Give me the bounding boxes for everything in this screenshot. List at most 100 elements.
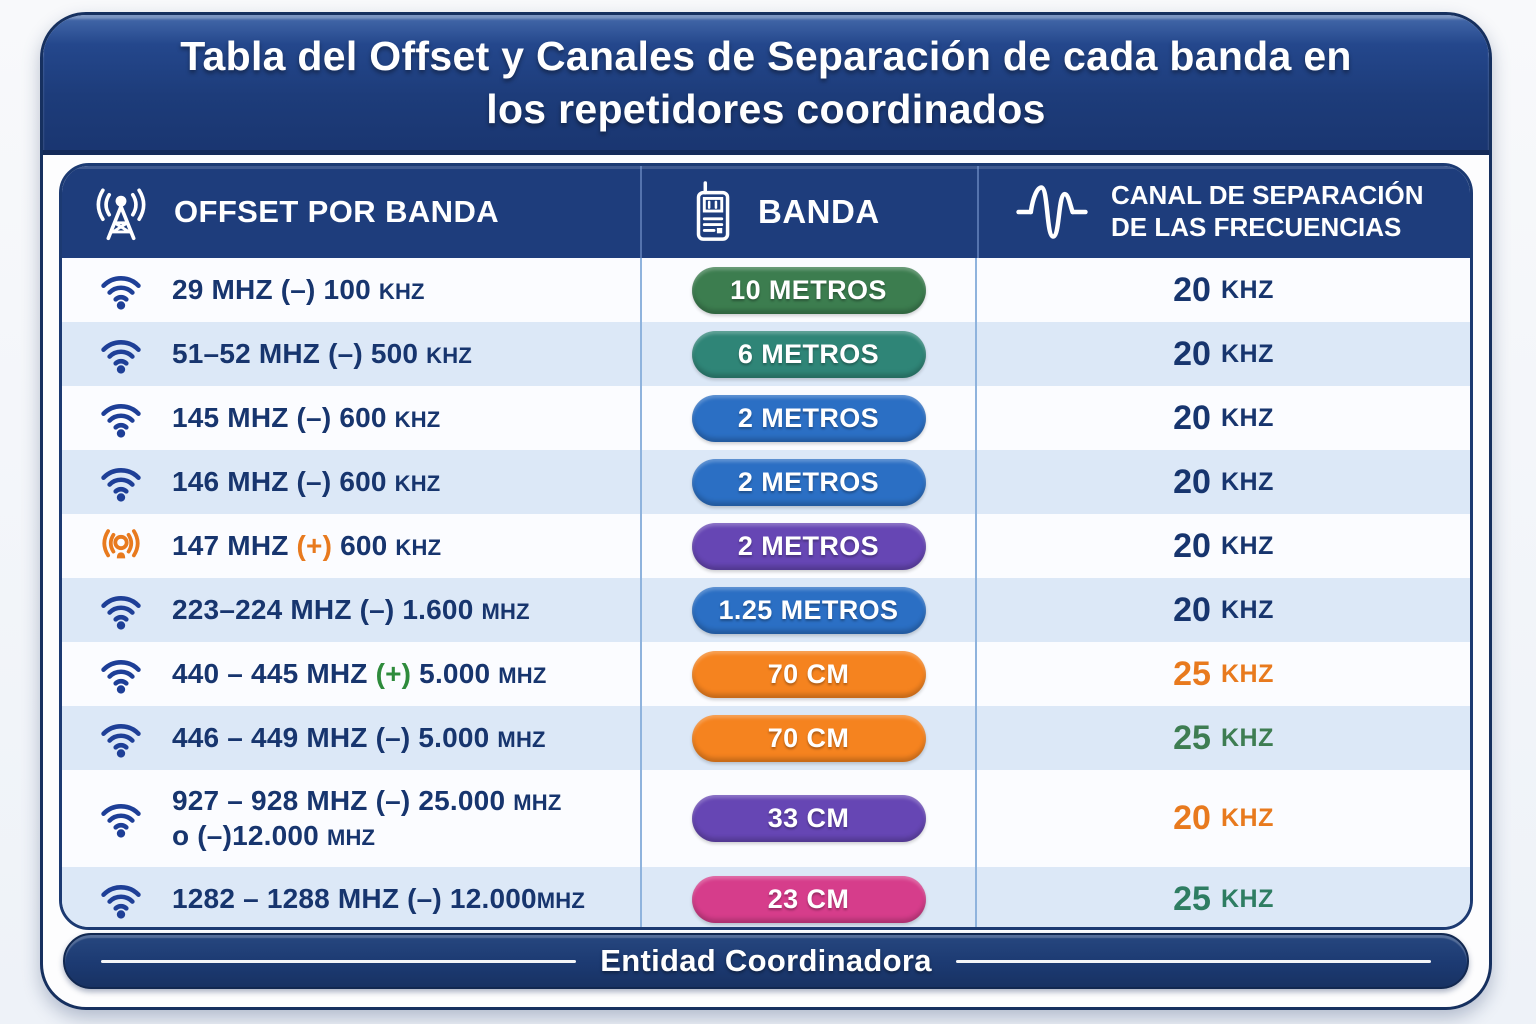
offset-segment: MHZ: [326, 824, 376, 850]
radio-tower-icon: [88, 183, 154, 241]
offset-segment: KHZ: [395, 534, 442, 560]
offset-segment: 446 – 449 MHZ (–) 5.000: [172, 721, 498, 753]
band-pill: 1.25 METROS: [691, 586, 926, 634]
channel-value: 25: [1173, 879, 1211, 918]
band-pill: 6 METROS: [691, 330, 926, 378]
table-row: 1282 – 1288 MHZ (–) 12.000MHZ 23 CM 25 KHZ: [62, 867, 1470, 927]
channel-cell: 20 KHZ: [977, 578, 1470, 642]
table-row: 440 – 445 MHZ (+) 5.000 MHZ 70 CM 25 KHZ: [62, 642, 1470, 706]
channel-unit: KHZ: [1220, 467, 1274, 496]
band-cell: 33 CM: [640, 770, 977, 867]
channel-unit: KHZ: [1220, 804, 1274, 832]
offset-text: 145 MHZ (–) 600 KHZ: [172, 401, 440, 435]
offset-segment: 927 – 928 MHZ (–) 25.000: [172, 785, 514, 817]
channel-cell: 25 KHZ: [977, 642, 1470, 706]
wifi-icon: [96, 266, 146, 315]
table-header: OFFSET POR BANDA BANDA: [62, 166, 1470, 258]
table-row: 223–224 MHZ (–) 1.600 MHZ 1.25 METROS 20 KH…: [62, 578, 1470, 642]
band-cell: 2 METROS: [640, 386, 977, 450]
offset-text: 446 – 449 MHZ (–) 5.000 MHZ: [172, 721, 546, 755]
offset-segment: 145 MHZ (–) 600: [172, 401, 395, 433]
footer-banner: Entidad Coordinadora: [63, 933, 1469, 989]
band-pill: 10 METROS: [691, 266, 926, 314]
table-row: 146 MHZ (–) 600 KHZ 2 METROS 20 KHZ: [62, 450, 1470, 514]
wifi-icon: [96, 650, 146, 699]
offset-segment: KHZ: [394, 406, 441, 432]
offset-segment: 147 MHZ: [172, 529, 297, 561]
offset-text: 223–224 MHZ (–) 1.600 MHZ: [172, 593, 530, 627]
channel-value: 20: [1173, 526, 1211, 565]
offset-segment: MHZ: [481, 598, 530, 624]
channel-unit: KHZ: [1220, 723, 1274, 752]
channel-cell: 20 KHZ: [977, 386, 1470, 450]
offset-text: 1282 – 1288 MHZ (–) 12.000MHZ: [172, 882, 585, 916]
band-cell: 23 CM: [640, 867, 977, 927]
table-row: 927 – 928 MHZ (–) 25.000 MHZ o (–)12.000 …: [62, 770, 1470, 867]
band-cell: 2 METROS: [640, 450, 977, 514]
offset-text: 440 – 445 MHZ (+) 5.000 MHZ: [172, 657, 546, 691]
band-pill: 70 CM: [691, 650, 926, 698]
offset-segment: 440 – 445 MHZ: [172, 657, 376, 689]
offset-segment: MHZ: [498, 662, 547, 688]
offset-text: 927 – 928 MHZ (–) 25.000 MHZ o (–)12.000 …: [172, 784, 561, 852]
channel-value: 20: [1173, 799, 1211, 837]
offset-text: 29 MHZ (–) 100 KHZ: [172, 273, 425, 307]
band-cell: 70 CM: [640, 642, 977, 706]
header-col-band: BANDA: [640, 166, 977, 258]
band-pill: 2 METROS: [691, 394, 926, 442]
offset-segment: 1282 – 1288 MHZ (–) 12.000: [172, 882, 537, 914]
footer-label: Entidad Coordinadora: [600, 943, 932, 978]
band-pill: 2 METROS: [691, 458, 926, 506]
offset-segment: KHZ: [426, 342, 472, 368]
channel-unit: KHZ: [1220, 595, 1274, 624]
offset-text: 147 MHZ (+) 600 KHZ: [172, 529, 441, 563]
offset-segment: KHZ: [394, 470, 441, 496]
band-pill: 23 CM: [691, 875, 926, 923]
wifi-icon: [96, 875, 146, 924]
channel-cell: 20 KHZ: [977, 450, 1470, 514]
channel-unit: KHZ: [1220, 275, 1274, 304]
divider-line: [101, 959, 577, 963]
channel-value: 20: [1173, 462, 1211, 501]
offset-segment: MHZ: [536, 887, 586, 913]
wifi-icon: [96, 586, 146, 635]
channel-value: 25: [1173, 654, 1211, 693]
title-banner: Tabla del Offset y Canales de Separación…: [43, 15, 1489, 155]
offset-text: 146 MHZ (–) 600 KHZ: [172, 465, 440, 499]
header-col-offset: OFFSET POR BANDA: [62, 166, 640, 258]
offset-segment: 146 MHZ (–) 600: [172, 465, 395, 497]
channel-unit: KHZ: [1220, 659, 1274, 688]
channel-value: 20: [1173, 334, 1211, 373]
band-pill: 2 METROS: [691, 522, 926, 570]
header-label: BANDA: [758, 193, 880, 230]
channel-cell: 20 KHZ: [977, 514, 1470, 578]
channel-cell: 20 KHZ: [977, 258, 1470, 322]
offset-cell: 927 – 928 MHZ (–) 25.000 MHZ o (–)12.000 …: [62, 770, 640, 867]
offset-segment: 600: [332, 529, 396, 561]
band-cell: 1.25 METROS: [640, 578, 977, 642]
offset-table: OFFSET POR BANDA BANDA: [59, 163, 1473, 930]
walkie-talkie-icon: [690, 181, 738, 243]
band-cell: 2 METROS: [640, 514, 977, 578]
wifi-icon: [96, 330, 146, 379]
band-pill: 33 CM: [691, 795, 926, 842]
broadcast-icon: [96, 522, 146, 571]
offset-segment: MHZ: [513, 790, 562, 816]
offset-cell: 51–52 MHZ (–) 500 KHZ: [62, 322, 640, 386]
wifi-icon: [96, 458, 146, 507]
table-row: 29 MHZ (–) 100 KHZ 10 METROS 20 KHZ: [62, 258, 1470, 322]
offset-text: 51–52 MHZ (–) 500 KHZ: [172, 337, 472, 371]
offset-cell: 29 MHZ (–) 100 KHZ: [62, 258, 640, 322]
offset-cell: 1282 – 1288 MHZ (–) 12.000MHZ: [62, 867, 640, 927]
channel-value: 20: [1173, 270, 1211, 309]
offset-cell: 146 MHZ (–) 600 KHZ: [62, 450, 640, 514]
page-title: Tabla del Offset y Canales de Separación…: [180, 33, 1352, 132]
band-cell: 70 CM: [640, 706, 977, 770]
table-row: 446 – 449 MHZ (–) 5.000 MHZ 70 CM 25 KHZ: [62, 706, 1470, 770]
offset-segment: 223–224 MHZ (–) 1.600: [172, 593, 482, 625]
channel-unit: KHZ: [1220, 339, 1274, 368]
header-col-channel: CANAL DE SEPARACIÓN DE LAS FRECUENCIAS: [977, 166, 1470, 258]
offset-segment: 5.000: [411, 657, 499, 689]
channel-value: 20: [1173, 398, 1211, 437]
header-label: OFFSET POR BANDA: [174, 194, 500, 229]
